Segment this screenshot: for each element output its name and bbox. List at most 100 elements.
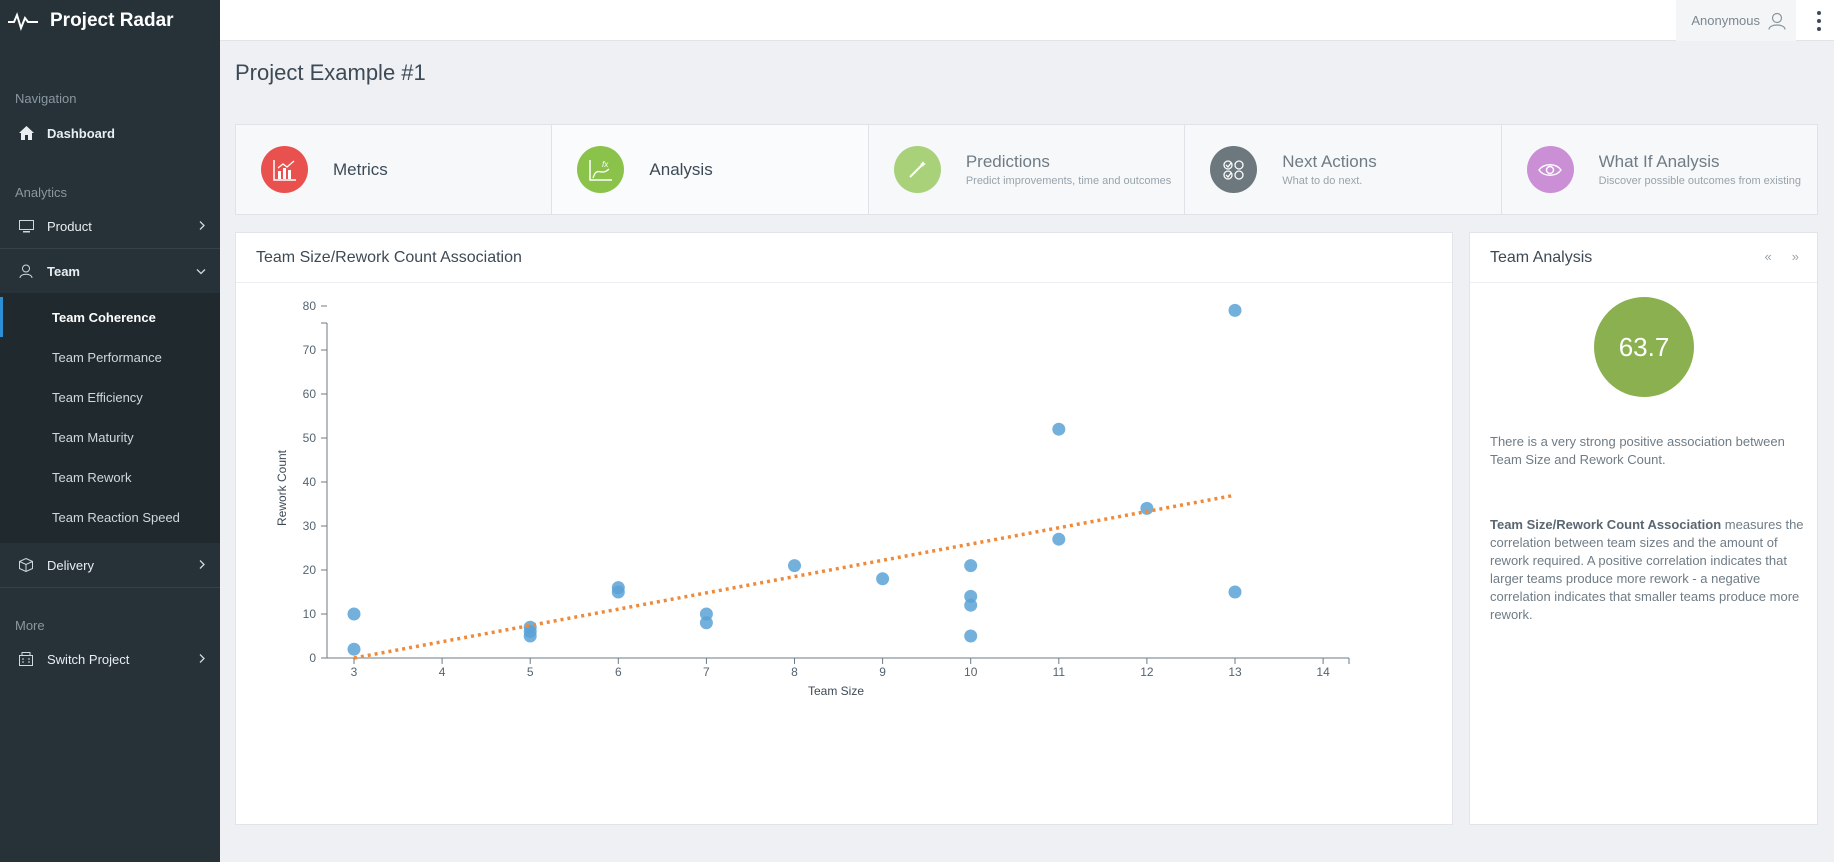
data-point: [699, 616, 713, 630]
bar-chart-icon: [261, 146, 308, 193]
x-tick-label: 12: [1140, 665, 1154, 679]
tab-title: What If Analysis: [1598, 152, 1720, 171]
pager: « »: [1765, 249, 1799, 264]
y-tick-label: 40: [303, 475, 317, 489]
tab-metrics[interactable]: Metrics: [235, 124, 553, 215]
x-tick-label: 6: [615, 665, 622, 679]
detail-term: Team Size/Rework Count Association: [1490, 517, 1722, 532]
sidebar-item-team-efficiency[interactable]: Team Efficiency: [52, 389, 143, 405]
x-tick-label: 9: [879, 665, 886, 679]
eye-icon: [1526, 146, 1574, 193]
analysis-tabs: Metrics fx Analysis Predictions Predict …: [235, 124, 1819, 215]
trend-line: [353, 493, 1236, 660]
data-point: [1052, 532, 1066, 546]
sidebar-item-team-maturity[interactable]: Team Maturity: [52, 429, 134, 445]
scatter-chart: 0 10 20 30 40 50 60 70 80 3 4 5 6 7 8 9 10 11 12 13 14 Team S…: [275, 299, 1350, 698]
topbar: Anonymous: [220, 0, 1834, 41]
home-icon: [17, 126, 35, 140]
sidebar-item-delivery[interactable]: Delivery: [0, 543, 220, 587]
data-point: [611, 585, 625, 599]
data-point: [1140, 501, 1154, 515]
prev-button[interactable]: «: [1764, 249, 1772, 264]
sidebar-item-team-performance[interactable]: Team Performance: [52, 349, 162, 365]
y-tick-label: 60: [303, 387, 317, 401]
sidebar-item-team-rework[interactable]: Team Rework: [52, 469, 132, 485]
data-point: [347, 607, 361, 621]
sidebar-item-label: Team: [47, 263, 80, 279]
x-tick-label: 5: [527, 665, 534, 679]
data-point: [347, 642, 361, 656]
tab-subtitle: Discover possible outcomes from existing: [1598, 175, 1801, 187]
chevron-right-icon: [199, 219, 206, 234]
chart-panel-title: Team Size/Rework Count Association: [236, 233, 1452, 283]
y-tick-label: 20: [303, 563, 317, 577]
data-point: [523, 629, 537, 643]
magic-wand-icon: [893, 146, 941, 193]
user-avatar-icon: [1768, 12, 1786, 30]
checklist-icon: [1210, 146, 1258, 193]
chevron-right-icon: [199, 652, 206, 667]
x-tick-label: 14: [1316, 665, 1330, 679]
sidebar: Project Radar Navigation Dashboard Analy…: [0, 0, 220, 862]
x-tick-label: 11: [1053, 665, 1066, 679]
divider: [0, 248, 220, 249]
user-name: Anonymous: [1691, 13, 1760, 28]
tab-title: Predictions: [965, 152, 1050, 171]
sidebar-item-label: Delivery: [47, 557, 94, 573]
data-point: [1228, 303, 1242, 317]
tab-subtitle: What to do next.: [1282, 175, 1363, 187]
data-point: [964, 598, 978, 612]
y-axis-label: Rework Count: [275, 449, 289, 526]
next-button[interactable]: »: [1791, 249, 1799, 264]
nav-section-more: More: [15, 618, 45, 633]
data-point: [788, 559, 801, 573]
divider: [0, 587, 220, 588]
sidebar-item-label: Switch Project: [47, 651, 130, 667]
data-point: [964, 629, 978, 643]
data-point: [1052, 422, 1066, 436]
tab-analysis[interactable]: fx Analysis: [552, 124, 869, 215]
team-submenu: Team Coherence Team Performance Team Eff…: [0, 293, 220, 543]
chevron-down-icon: [196, 264, 206, 279]
x-axis-label: Team Size: [808, 684, 864, 698]
pulse-logo-icon: [8, 11, 38, 31]
function-chart-icon: fx: [577, 146, 625, 193]
nav-section-analytics: Analytics: [15, 185, 68, 200]
score-badge: 63.7: [1594, 297, 1694, 397]
tab-what-if-analysis[interactable]: What If Analysis Discover possible outco…: [1501, 124, 1819, 215]
sidebar-item-product[interactable]: Product: [0, 204, 220, 248]
tab-next-actions[interactable]: Next Actions What to do next.: [1185, 124, 1502, 215]
tab-subtitle: Predict improvements, time and outcomes: [965, 175, 1172, 187]
building-icon: [17, 652, 35, 666]
x-tick-label: 4: [439, 665, 446, 679]
tab-title: Next Actions: [1282, 152, 1377, 171]
sidebar-item-dashboard[interactable]: Dashboard: [0, 111, 220, 155]
data-point: [1228, 585, 1242, 599]
page-title: Project Example #1: [235, 60, 426, 85]
data-point: [964, 559, 978, 573]
analysis-panel-title: Team Analysis: [1470, 233, 1817, 283]
y-tick-label: 50: [303, 431, 317, 445]
sidebar-item-label: Dashboard: [47, 125, 115, 141]
x-tick-label: 13: [1228, 665, 1242, 679]
x-tick-label: 7: [703, 665, 710, 679]
sidebar-item-team[interactable]: Team: [0, 249, 220, 293]
sidebar-item-label: Product: [47, 218, 92, 234]
more-options-icon[interactable]: [1816, 11, 1822, 31]
user-menu[interactable]: Anonymous: [1676, 0, 1796, 41]
nav-section-navigation: Navigation: [15, 91, 77, 106]
sidebar-item-switch-project[interactable]: Switch Project: [0, 637, 220, 681]
x-tick-label: 8: [791, 665, 798, 679]
tab-predictions[interactable]: Predictions Predict improvements, time a…: [868, 124, 1186, 215]
sidebar-item-team-reaction-speed[interactable]: Team Reaction Speed: [52, 509, 180, 525]
team-analysis-panel: Team Analysis « » 63.7 There is a very s…: [1469, 232, 1818, 825]
data-point: [876, 572, 890, 586]
y-tick-label: 0: [309, 651, 316, 665]
brand[interactable]: Project Radar: [0, 0, 220, 41]
detail-text: measures the correlation between team si…: [1490, 517, 1804, 622]
chart-panel: Team Size/Rework Count Association 0 10 20…: [235, 232, 1453, 825]
box-icon: [17, 558, 35, 572]
chevron-right-icon: [199, 558, 206, 573]
sidebar-item-team-coherence[interactable]: Team Coherence: [0, 297, 220, 337]
y-tick-label: 70: [303, 343, 317, 357]
